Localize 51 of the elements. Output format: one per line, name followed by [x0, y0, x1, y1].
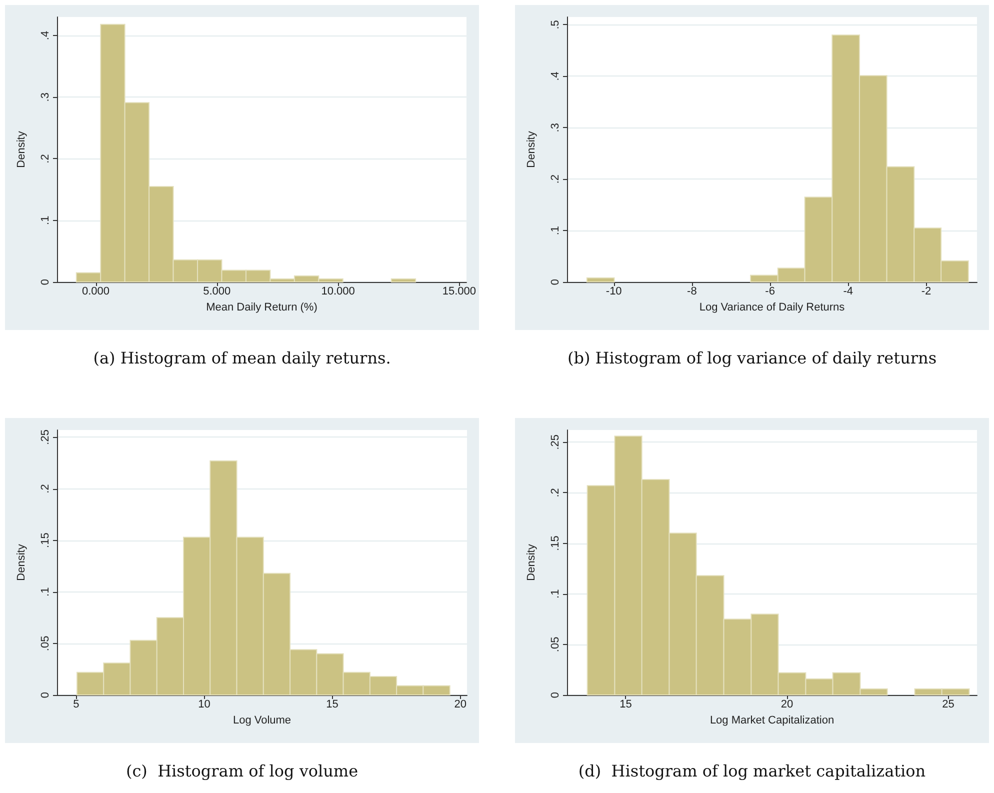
- x-tick-label: 25: [942, 698, 954, 710]
- y-tick-label: .2: [550, 488, 562, 498]
- x-axis-title: Log Variance of Daily Returns: [699, 302, 846, 314]
- x-tick-label: 10.000: [321, 286, 355, 298]
- y-tick-label: 0: [550, 278, 562, 286]
- x-tick-label: -10: [606, 286, 622, 298]
- y-axis-title: Density: [16, 130, 28, 168]
- y-tick-label: .2: [550, 174, 562, 184]
- x-tick-label: 0.000: [82, 286, 110, 298]
- x-tick-label: -8: [687, 286, 697, 298]
- y-tick-label: .2: [40, 154, 52, 164]
- y-tick-label: .1: [40, 587, 52, 596]
- x-tick-label: -4: [843, 286, 854, 298]
- y-tick-label: .4: [40, 30, 52, 40]
- y-tick-label: .1: [550, 589, 562, 598]
- y-tick-label: .1: [40, 216, 52, 225]
- x-axis-title: Mean Daily Return (%): [206, 302, 318, 314]
- y-axis-title: Density: [526, 130, 538, 168]
- text: (d) Histogram of log market capitalization: [578, 762, 926, 780]
- x-tick-label: 20: [454, 698, 466, 710]
- x-tick-label: -6: [765, 286, 775, 298]
- y-tick-label: 0: [40, 278, 52, 286]
- x-tick-label: 10: [198, 698, 210, 710]
- y-tick-label: .2: [40, 484, 52, 494]
- text: (a) Histogram of mean daily returns.: [93, 348, 391, 368]
- x-tick-label: 15: [326, 698, 338, 710]
- y-tick-label: .4: [550, 72, 562, 81]
- y-tick-label: .05: [550, 636, 562, 652]
- y-tick-label: .15: [40, 532, 52, 548]
- y-tick-label: .05: [40, 636, 52, 652]
- y-tick-label: .5: [550, 20, 562, 30]
- y-axis-title: Density: [16, 544, 28, 581]
- y-tick-label: 0: [550, 692, 562, 698]
- y-tick-label: .1: [550, 226, 562, 236]
- y-tick-label: .15: [550, 536, 562, 551]
- x-tick-label: 15: [620, 698, 632, 710]
- x-tick-label: -2: [921, 286, 932, 298]
- y-tick-label: 0: [40, 692, 52, 698]
- x-axis-title: Log Market Capitalization: [710, 714, 834, 726]
- y-axis-title: Density: [526, 544, 538, 581]
- text: (c) Histogram of log volume: [126, 762, 358, 780]
- x-tick-label: 5: [73, 698, 80, 710]
- y-tick-label: .25: [550, 434, 562, 450]
- x-tick-label: 15.000: [442, 286, 476, 298]
- y-tick-label: .25: [40, 430, 52, 445]
- text: (b) Histogram of log variance of daily returns: [567, 348, 937, 368]
- x-axis-title: Log Volume: [232, 714, 292, 726]
- y-tick-label: .3: [550, 123, 562, 132]
- y-tick-label: .3: [40, 92, 52, 102]
- x-tick-label: 5.000: [203, 286, 231, 298]
- x-tick-label: 20: [780, 698, 794, 710]
